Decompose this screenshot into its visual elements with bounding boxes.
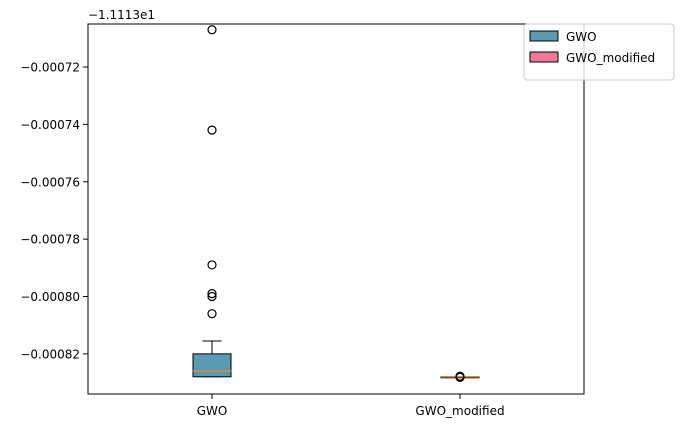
legend-label: GWO <box>566 30 597 44</box>
y-tick-label: −0.00080 <box>20 290 80 304</box>
plot-frame <box>87 23 585 395</box>
x-axis: GWO GWO_modified <box>197 394 505 418</box>
y-axis: −0.00072 −0.00074 −0.00076 −0.00078 −0.00080… <box>20 61 88 361</box>
y-tick-label: −0.00072 <box>20 61 80 75</box>
outlier-point <box>207 25 217 35</box>
outlier-point <box>207 289 217 299</box>
outlier-point <box>455 372 465 382</box>
box-gwo-modified <box>440 371 480 382</box>
outlier-point <box>207 125 217 135</box>
plot-marks <box>192 25 480 382</box>
legend: GWO GWO_modified <box>523 23 675 81</box>
y-tick-label: −0.00082 <box>20 347 80 361</box>
x-tick-label: GWO <box>197 404 228 418</box>
box-gwo <box>192 25 232 378</box>
y-tick-label: −0.00076 <box>20 175 80 189</box>
legend-frame <box>523 23 675 81</box>
y-tick-label: −0.00078 <box>20 233 80 247</box>
y-tick-label: −0.00074 <box>20 118 80 132</box>
outlier-point <box>207 309 217 319</box>
x-tick-label: GWO_modified <box>415 404 504 418</box>
legend-swatch <box>529 51 559 63</box>
box-body <box>192 353 232 378</box>
legend-label: GWO_modified <box>566 51 655 65</box>
outlier-point <box>207 260 217 270</box>
y-axis-offset-label: −1.1113e1 <box>88 8 155 22</box>
outlier-point <box>207 291 217 302</box>
legend-swatch <box>529 30 559 42</box>
